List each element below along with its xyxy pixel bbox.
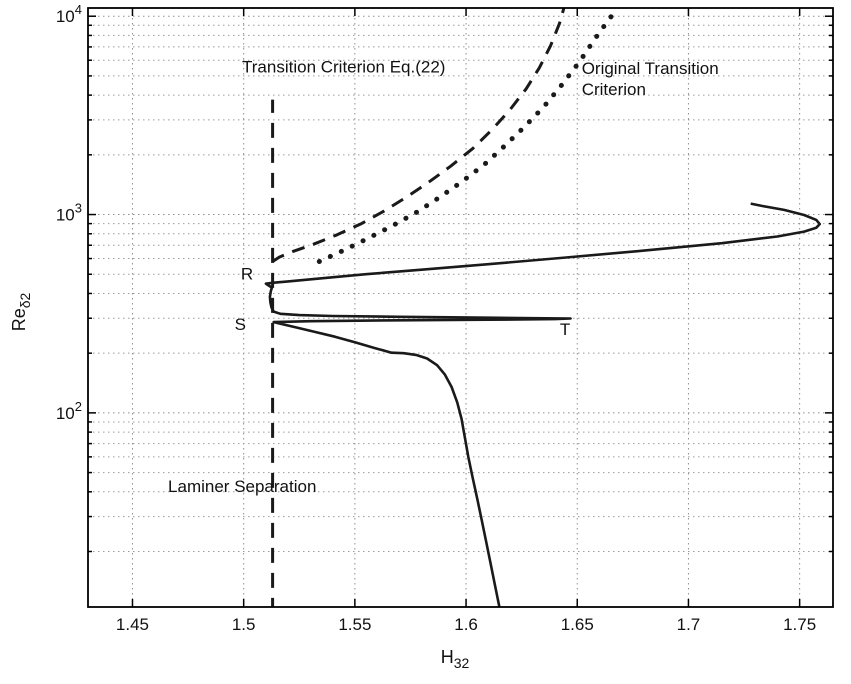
grid-layer (88, 8, 833, 607)
curves-layer (264, 8, 821, 607)
plot-frame (87, 7, 834, 608)
annotation-original-criterion-label: Original Transition Criterion (582, 59, 719, 99)
annotation-point-T: T (560, 319, 570, 338)
annotation-transition-eq22-label: Transition Criterion Eq.(22) (242, 58, 445, 77)
plot-background (88, 8, 833, 607)
transition-eq22-curve (271, 8, 566, 263)
y-tick-label: 104 (56, 2, 82, 26)
y-axis-label: Reδ2 (9, 292, 33, 331)
tick-labels-layer: 1.45 1.5 1.55 1.6 1.65 1.7 1.75 102 103 104 (56, 2, 816, 634)
y-tick-label: 103 (56, 201, 82, 225)
original-criterion-curve (316, 9, 620, 264)
x-axis-label: H32 (441, 647, 470, 671)
annotation-point-R: R (241, 264, 253, 283)
x-tick-label: 1.65 (561, 615, 594, 634)
x-tick-label: 1.5 (232, 615, 256, 634)
x-tick-label: 1.75 (783, 615, 816, 634)
ticks-layer (88, 8, 833, 607)
x-tick-label: 1.55 (338, 615, 371, 634)
annotations-layer: Transition Criterion Eq.(22) Original Tra… (168, 58, 719, 496)
annotation-point-S: S (235, 315, 246, 334)
x-tick-label: 1.45 (116, 615, 149, 634)
x-tick-label: 1.6 (454, 615, 478, 634)
y-tick-label: 102 (56, 399, 82, 423)
solid-curve (264, 202, 821, 607)
x-tick-label: 1.7 (677, 615, 701, 634)
annotation-laminar-separation-label: Laminer Separation (168, 477, 316, 496)
